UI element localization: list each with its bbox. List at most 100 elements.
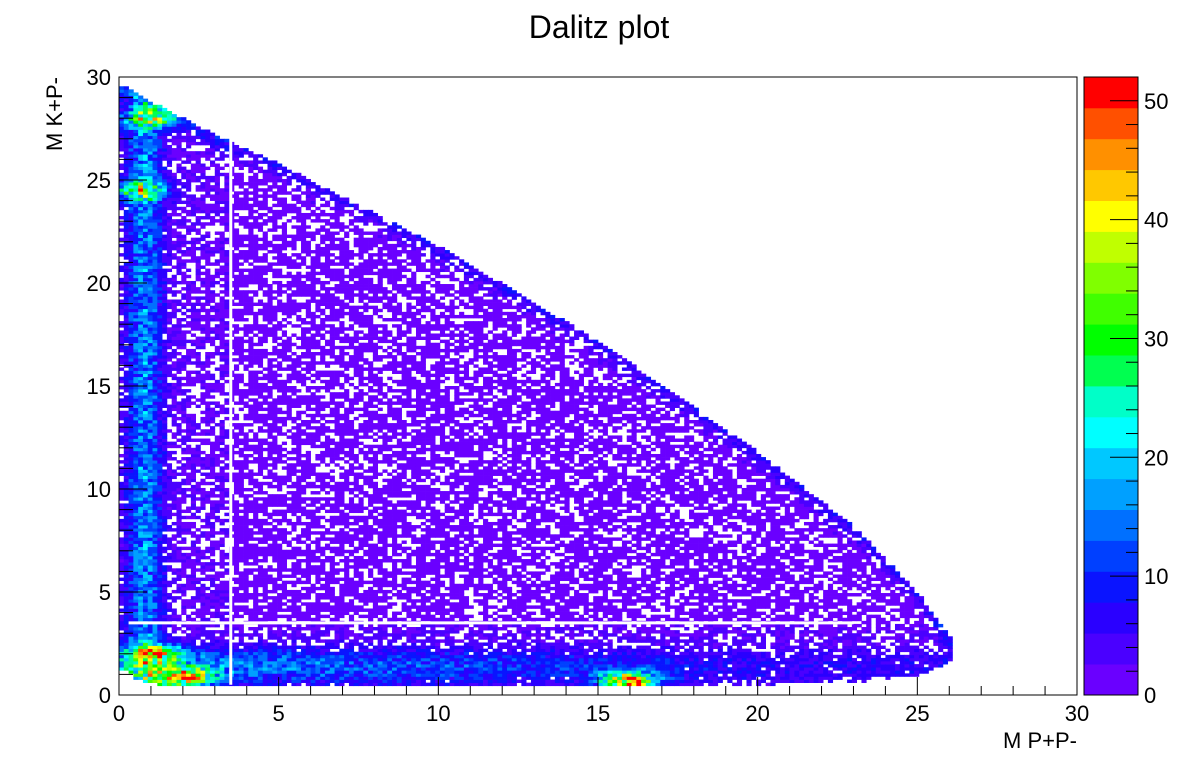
heatmap-cell — [152, 404, 158, 408]
heatmap-cell — [248, 209, 254, 214]
heatmap-cell — [162, 169, 168, 174]
heatmap-cell — [119, 345, 125, 350]
heatmap-cell — [152, 114, 158, 118]
heatmap-cell — [267, 206, 273, 211]
heatmap-cell — [133, 531, 139, 535]
heatmap-cell — [219, 633, 225, 637]
heatmap-cell — [205, 373, 211, 378]
heatmap-cell — [219, 642, 225, 646]
heatmap-cell — [128, 432, 134, 436]
heatmap-cell — [238, 318, 244, 322]
heatmap-cell — [162, 129, 168, 133]
heatmap-cell — [123, 457, 129, 461]
heatmap-cell — [176, 219, 182, 223]
heatmap-cell — [147, 333, 153, 337]
heatmap-cell — [281, 654, 287, 659]
heatmap-cell — [133, 534, 139, 538]
heatmap-cell — [171, 206, 177, 211]
heatmap-cell — [147, 438, 153, 442]
heatmap-cell — [219, 450, 225, 455]
heatmap-cell — [142, 552, 149, 557]
heatmap-cell — [224, 182, 230, 186]
heatmap-cell — [200, 627, 206, 631]
heatmap-cell — [123, 318, 129, 322]
heatmap-cell — [195, 376, 201, 381]
heatmap-cell — [181, 138, 187, 143]
heatmap-cell — [147, 586, 153, 591]
heatmap-cell — [181, 342, 187, 347]
heatmap-cell — [205, 491, 211, 495]
heatmap-cell — [181, 287, 187, 291]
heatmap-cell — [238, 308, 244, 313]
heatmap-cell — [123, 481, 129, 486]
heatmap-cell — [277, 305, 283, 310]
heatmap-cell — [233, 413, 240, 418]
heatmap-cell — [119, 593, 125, 597]
heatmap-cell — [205, 157, 211, 161]
heatmap-cell — [176, 222, 182, 226]
heatmap-cell — [186, 413, 192, 418]
heatmap-cell — [281, 512, 287, 517]
heatmap-cell — [123, 395, 129, 399]
heatmap-cell — [277, 225, 283, 229]
heatmap-cell — [181, 673, 187, 677]
heatmap-cell — [128, 191, 134, 195]
heatmap-cell — [123, 361, 129, 365]
heatmap-cell — [267, 534, 273, 538]
heatmap-cell — [181, 169, 187, 174]
heatmap-cell — [147, 571, 153, 575]
heatmap-cell — [272, 209, 278, 214]
heatmap-cell — [166, 250, 173, 254]
heatmap-cell — [243, 237, 249, 242]
heatmap-cell — [272, 169, 278, 174]
heatmap-cell — [248, 423, 254, 427]
heatmap-cell — [262, 605, 268, 609]
heatmap-cell — [267, 589, 273, 594]
heatmap-cell — [128, 611, 134, 616]
heatmap-cell — [133, 546, 139, 551]
heatmap-cell — [238, 469, 244, 473]
heatmap-cell — [181, 429, 187, 433]
heatmap-cell — [210, 262, 216, 266]
heatmap-cell — [123, 203, 129, 208]
heatmap-cell — [210, 568, 216, 572]
heatmap-cell — [205, 608, 211, 612]
heatmap-cell — [243, 463, 249, 467]
heatmap-cell — [248, 410, 254, 415]
heatmap-cell — [171, 407, 177, 412]
heatmap-cell — [195, 126, 201, 130]
heatmap-cell — [190, 605, 196, 609]
heatmap-cell — [152, 141, 158, 146]
heatmap-cell — [219, 345, 225, 350]
heatmap-cell — [171, 580, 177, 585]
heatmap-cell — [238, 302, 244, 307]
heatmap-cell — [166, 277, 173, 282]
heatmap-cell — [123, 546, 129, 551]
heatmap-cell — [219, 494, 225, 498]
heatmap-cell — [123, 253, 129, 257]
heatmap-cell — [214, 169, 220, 174]
heatmap-cell — [205, 330, 211, 334]
heatmap-cell — [224, 407, 230, 412]
heatmap-cell — [186, 562, 192, 566]
heatmap-cell — [205, 389, 211, 393]
heatmap-cell — [147, 410, 153, 415]
heatmap-cell — [157, 324, 163, 328]
heatmap-cell — [195, 188, 201, 192]
heatmap-cell — [176, 438, 182, 442]
heatmap-cell — [152, 361, 158, 365]
heatmap-cell — [181, 497, 187, 501]
heatmap-cell — [200, 284, 206, 288]
heatmap-cell — [157, 392, 163, 396]
heatmap-cell — [186, 398, 192, 402]
heatmap-cell — [138, 639, 144, 643]
heatmap-cell — [152, 305, 158, 310]
heatmap-cell — [262, 537, 268, 541]
heatmap-cell — [233, 546, 240, 551]
heatmap-cell — [152, 188, 158, 192]
heatmap-cell — [253, 237, 259, 242]
heatmap-cell — [162, 262, 168, 266]
heatmap-cell — [253, 203, 259, 208]
heatmap-cell — [152, 497, 158, 501]
heatmap-cell — [142, 138, 149, 143]
